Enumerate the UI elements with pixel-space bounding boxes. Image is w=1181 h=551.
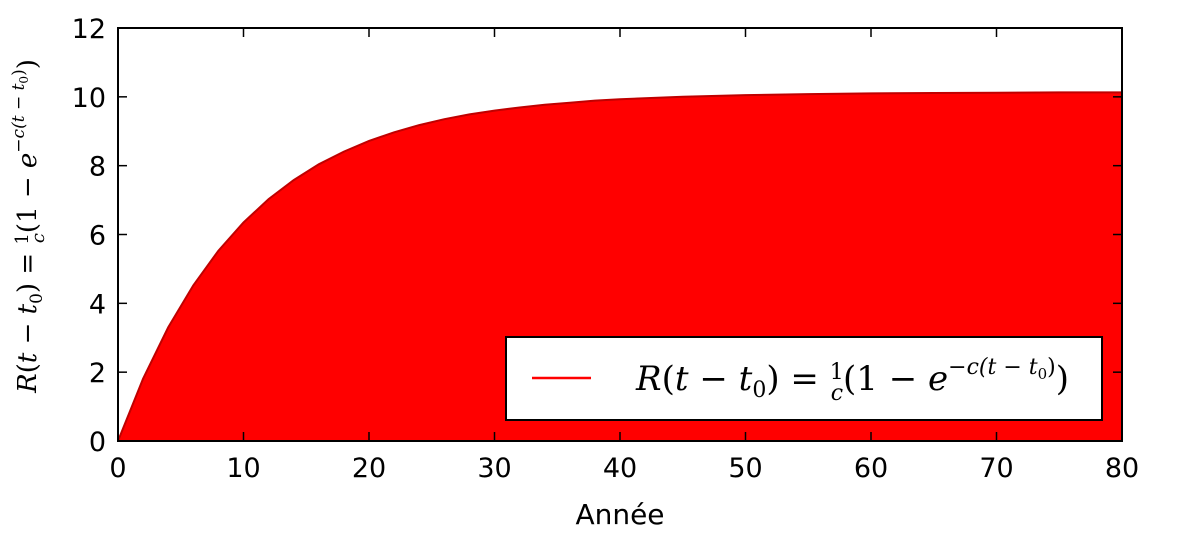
y-tick-label: 12 xyxy=(72,14,106,45)
x-tick-label: 50 xyxy=(728,453,762,484)
x-axis-label: Année xyxy=(575,498,664,531)
x-tick-label: 80 xyxy=(1105,453,1139,484)
x-tick-label: 10 xyxy=(226,453,260,484)
y-tick-label: 2 xyxy=(89,358,106,389)
x-tick-label: 30 xyxy=(477,453,511,484)
legend-entry: R(t − t0) = 1 c(1 − e−c(t − t0)) xyxy=(635,355,1069,406)
legend-box xyxy=(505,336,1103,421)
y-tick-label: 8 xyxy=(89,152,106,183)
y-tick-label: 10 xyxy=(72,83,106,114)
y-tick-label: 4 xyxy=(89,289,106,320)
x-tick-label: 60 xyxy=(854,453,888,484)
x-tick-label: 40 xyxy=(603,453,637,484)
x-tick-label: 70 xyxy=(979,453,1013,484)
legend: R(t − t0) = 1 c(1 − e−c(t − t0)) xyxy=(505,336,1103,421)
axis-ticks: 0 10 20 30 40 50 60 70 80 0 2 4 6 8 10 12 xyxy=(72,14,1140,484)
series-line xyxy=(117,91,1122,442)
x-tick-label: 0 xyxy=(109,453,126,484)
y-tick-label: 6 xyxy=(89,221,106,252)
svg-text:R(t − t0) = 1c(1 − e−c(t − t0): R(t − t0) = 1c(1 − e−c(t − t0)) xyxy=(9,59,49,394)
y-axis-label: R(t − t0) = 1c(1 − e−c(t − t0)) xyxy=(9,59,49,394)
x-tick-label: 20 xyxy=(352,453,386,484)
y-tick-label: 0 xyxy=(89,427,106,458)
